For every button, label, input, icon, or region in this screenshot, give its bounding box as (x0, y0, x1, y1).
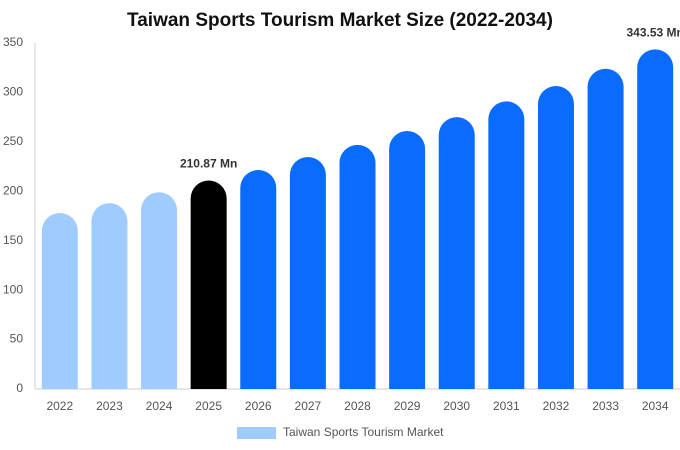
value-label: 343.53 Mn (627, 26, 680, 40)
x-tick-label: 2029 (394, 399, 421, 413)
x-tick-label: 2023 (96, 399, 123, 413)
x-tick-label: 2026 (245, 399, 272, 413)
bar (339, 144, 376, 389)
bar (41, 213, 78, 389)
x-tick-label: 2028 (344, 399, 371, 413)
x-tick-label: 2027 (295, 399, 322, 413)
y-tick-label: 200 (3, 183, 23, 197)
y-tick-label: 100 (3, 282, 23, 296)
bar (190, 180, 227, 389)
bar (240, 170, 277, 389)
y-tick-label: 50 (10, 332, 24, 346)
bar (488, 101, 525, 389)
chart-title: Taiwan Sports Tourism Market Size (2022-… (127, 10, 553, 31)
legend-label: Taiwan Sports Tourism Market (283, 425, 444, 439)
x-tick-label: 2032 (543, 399, 570, 413)
bar (389, 130, 426, 390)
y-tick-label: 0 (16, 381, 23, 395)
bar (438, 117, 475, 389)
bar (587, 68, 624, 390)
x-tick-label: 2034 (642, 399, 669, 413)
y-tick-label: 150 (3, 233, 23, 247)
x-tick-label: 2033 (592, 399, 619, 413)
bar (537, 86, 574, 389)
x-tick-label: 2024 (146, 399, 173, 413)
bar (289, 156, 326, 389)
bar (141, 192, 178, 389)
legend-swatch (237, 427, 276, 439)
y-tick-label: 300 (3, 85, 23, 99)
x-tick-label: 2022 (46, 399, 73, 413)
x-tick-label: 2025 (195, 399, 222, 413)
bar (91, 203, 128, 389)
x-tick-label: 2031 (493, 399, 520, 413)
y-tick-label: 250 (3, 134, 23, 148)
value-label: 210.87 Mn (180, 157, 237, 171)
x-tick-label: 2030 (443, 399, 470, 413)
bar (637, 49, 674, 389)
y-tick-label: 350 (3, 35, 23, 49)
